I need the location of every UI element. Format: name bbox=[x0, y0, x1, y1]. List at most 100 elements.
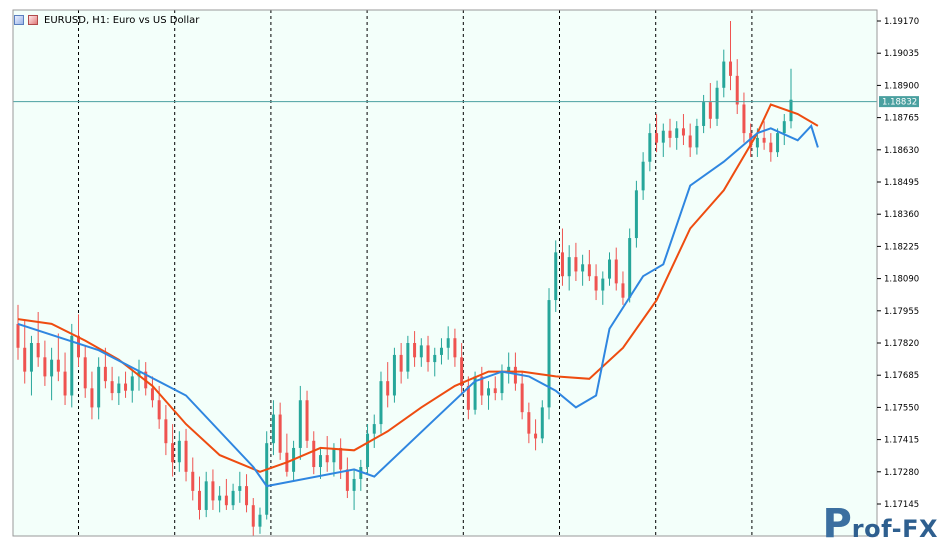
candle-body bbox=[621, 283, 625, 298]
candle-body bbox=[298, 400, 302, 448]
candle-body bbox=[245, 486, 249, 506]
price-axis: 1.19170 1.19035 1.18900 1.18765 1.18630 1.184… bbox=[877, 17, 919, 510]
candle-body bbox=[433, 354, 437, 363]
candle-body bbox=[130, 376, 134, 391]
candle-body bbox=[70, 335, 74, 396]
candle-body bbox=[366, 433, 370, 468]
candle-body bbox=[164, 419, 168, 444]
candle-body bbox=[608, 259, 612, 279]
candle-body bbox=[628, 238, 632, 298]
candle-body bbox=[702, 102, 706, 126]
candle-body bbox=[56, 359, 60, 372]
chart-title: EURUSD, H1: Euro vs US Dollar bbox=[44, 14, 200, 26]
axis-tick-label: 1.18900 bbox=[884, 81, 919, 91]
candle-body bbox=[769, 142, 773, 153]
candle-body bbox=[655, 133, 659, 143]
axis-tick-label: 1.18360 bbox=[884, 210, 919, 220]
candle-body bbox=[581, 264, 585, 272]
candle-body bbox=[587, 264, 591, 277]
candle-body bbox=[271, 414, 275, 444]
candle-body bbox=[339, 447, 343, 470]
candle-body bbox=[641, 161, 645, 191]
candle-body bbox=[29, 343, 33, 372]
candle-body bbox=[661, 130, 665, 143]
candle-body bbox=[23, 347, 27, 372]
candle-body bbox=[97, 366, 101, 408]
candle-body bbox=[540, 407, 544, 439]
current-price-label-bg bbox=[879, 96, 919, 108]
candle-body bbox=[574, 257, 578, 272]
axis-tick-label: 1.17820 bbox=[884, 339, 919, 349]
candle-body bbox=[83, 357, 87, 389]
candle-body bbox=[749, 133, 753, 148]
candle-body bbox=[594, 276, 598, 291]
candle-body bbox=[460, 357, 464, 386]
candle-body bbox=[103, 366, 107, 382]
candle-body bbox=[634, 190, 638, 239]
candle-body bbox=[318, 455, 322, 468]
candle-body bbox=[708, 102, 712, 119]
candle-body bbox=[218, 495, 222, 501]
candle-body bbox=[507, 366, 511, 372]
candle-body bbox=[426, 345, 430, 363]
candle-body bbox=[554, 252, 558, 301]
candle-body bbox=[110, 381, 114, 394]
axis-tick-label: 1.17685 bbox=[884, 371, 919, 381]
axis-tick-label: 1.18765 bbox=[884, 114, 919, 124]
candle-body bbox=[117, 383, 121, 394]
chart-window-red-icon[interactable] bbox=[28, 15, 38, 25]
current-price-label: 1.18832 bbox=[879, 96, 919, 108]
candle-body bbox=[90, 388, 94, 408]
candle-body bbox=[789, 99, 793, 122]
candle-body bbox=[527, 412, 531, 434]
candle-body bbox=[50, 359, 54, 377]
candle-body bbox=[681, 128, 685, 136]
candle-body bbox=[675, 128, 679, 138]
candle-body bbox=[386, 381, 390, 396]
candle-body bbox=[722, 61, 726, 88]
chart-window-icon[interactable] bbox=[14, 15, 24, 25]
candle-body bbox=[668, 130, 672, 138]
candle-body bbox=[16, 323, 20, 348]
candle-body bbox=[124, 383, 128, 391]
candle-body bbox=[76, 335, 80, 358]
moving-average-blue bbox=[17, 123, 819, 488]
watermark-letter: P bbox=[822, 501, 852, 547]
candle-body bbox=[439, 347, 443, 355]
chart-title-bar: EURUSD, H1: Euro vs US Dollar bbox=[14, 12, 199, 28]
candle-body bbox=[547, 300, 551, 408]
candle-body bbox=[406, 343, 410, 372]
axis-tick-label: 1.18630 bbox=[884, 146, 919, 156]
candle-body bbox=[473, 376, 477, 410]
axis-tick-label: 1.18090 bbox=[884, 275, 919, 285]
candle-body bbox=[500, 371, 504, 394]
candle-body bbox=[487, 388, 491, 396]
candle-body bbox=[762, 137, 766, 143]
candle-body bbox=[265, 443, 269, 515]
moving-average-red bbox=[17, 103, 819, 473]
candle-body bbox=[729, 61, 733, 76]
candle-body bbox=[312, 440, 316, 468]
candle-body bbox=[413, 343, 417, 358]
candle-body bbox=[191, 471, 195, 491]
candle-body bbox=[614, 259, 618, 284]
candle-body bbox=[688, 135, 692, 148]
axis-tick-label: 1.17145 bbox=[884, 500, 919, 510]
candle-body bbox=[466, 385, 470, 410]
candle-body bbox=[513, 366, 517, 384]
axis-tick-label: 1.17955 bbox=[884, 307, 919, 317]
candle-body bbox=[325, 455, 329, 463]
candle-body bbox=[278, 414, 282, 453]
candle-body bbox=[211, 481, 215, 501]
candle-body bbox=[520, 383, 524, 413]
candle-body bbox=[157, 400, 161, 420]
candle-body bbox=[601, 278, 605, 291]
candle-body bbox=[648, 133, 652, 162]
candle-body bbox=[36, 343, 40, 358]
candle-body bbox=[359, 467, 363, 479]
candle-body bbox=[446, 338, 450, 348]
current-price-label-text: 1.18832 bbox=[882, 98, 917, 108]
candle-body bbox=[204, 481, 208, 510]
